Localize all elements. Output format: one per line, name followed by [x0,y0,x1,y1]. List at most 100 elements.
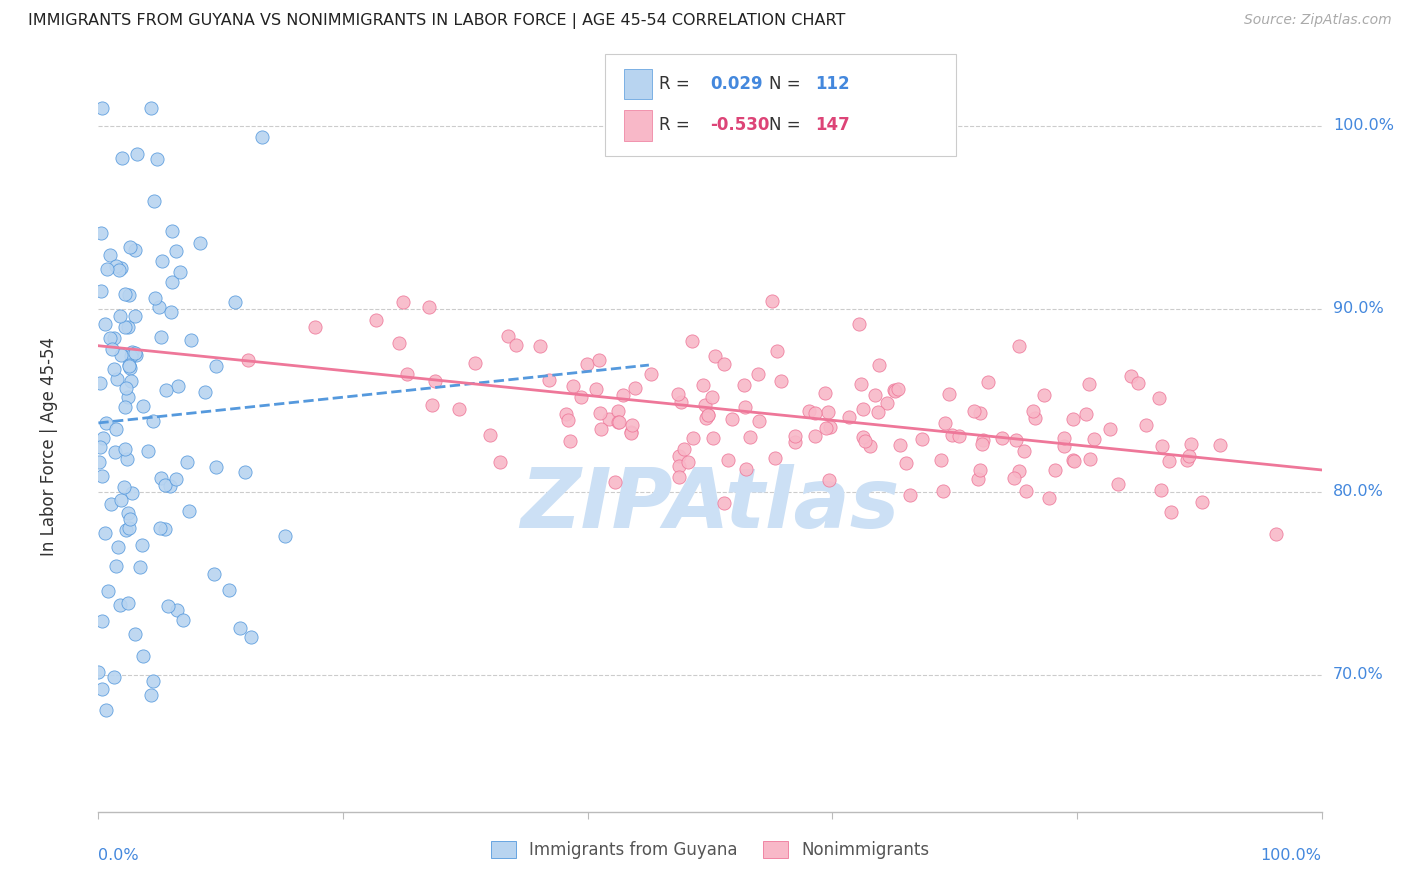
Point [678,455,700,469]
Point [96,703,118,717]
Point [529,338,551,352]
Point [94,416,117,430]
Point [104,422,127,436]
Point [620,417,643,432]
Point [1126,376,1149,391]
Point [1147,391,1170,405]
Point [127,146,149,161]
Point [1053,439,1076,453]
Point [938,387,960,401]
Point [763,450,786,465]
Point [640,368,662,382]
Text: 100.0%: 100.0% [1333,119,1393,134]
Text: 0.029: 0.029 [710,75,762,93]
Point [738,430,761,444]
Point [1062,453,1084,467]
Point [150,471,173,485]
Point [91,101,114,115]
Point [117,319,139,334]
Point [876,396,898,410]
Point [224,295,246,310]
Point [114,442,136,457]
Point [588,406,610,420]
Point [560,434,582,449]
Point [605,475,627,490]
Point [668,449,690,463]
Point [668,459,690,474]
Point [818,419,841,434]
Point [117,596,139,610]
Point [589,422,612,436]
Point [624,381,647,395]
Point [765,344,787,359]
Point [848,318,870,332]
Point [131,538,153,552]
Point [883,384,905,398]
Point [894,456,917,470]
Point [1052,431,1074,445]
Point [143,194,166,208]
Point [90,681,112,696]
Point [108,310,131,324]
Point [889,438,911,452]
Point [169,265,191,279]
Point [149,330,172,344]
Point [160,224,183,238]
Point [304,319,326,334]
Point [804,429,827,443]
Point [100,497,122,511]
Point [620,425,643,439]
Point [721,412,744,426]
Legend: Immigrants from Guyana, Nonimmigrants: Immigrants from Guyana, Nonimmigrants [484,834,936,865]
Point [695,411,717,425]
Point [969,463,991,477]
Point [941,427,963,442]
Point [748,414,770,428]
Point [852,430,875,444]
Point [165,244,187,258]
Point [190,235,212,250]
Point [865,388,887,402]
Text: 90.0%: 90.0% [1333,301,1384,317]
Point [118,359,141,373]
Point [505,338,527,352]
Point [713,495,735,509]
Point [157,599,180,613]
Point [108,598,131,612]
Point [87,665,110,679]
Point [425,375,447,389]
Point [1178,449,1201,463]
Point [1012,444,1035,458]
Point [117,390,139,404]
Point [252,130,274,145]
Text: N =: N = [769,75,800,93]
Point [598,412,620,426]
Point [783,435,806,450]
Point [110,261,132,276]
Point [124,346,146,360]
Point [96,261,118,276]
Point [139,688,162,702]
Point [804,406,827,420]
Text: N =: N = [769,117,800,135]
Text: 70.0%: 70.0% [1333,667,1384,682]
Point [1062,412,1084,426]
Point [669,395,692,409]
Text: 147: 147 [815,117,851,135]
Point [89,376,111,390]
Point [1008,464,1031,478]
Point [607,403,630,417]
Point [969,406,991,420]
Point [115,452,138,467]
Point [239,630,262,644]
Point [103,362,125,376]
Text: 100.0%: 100.0% [1261,848,1322,863]
Point [114,287,136,301]
Point [105,559,128,574]
Point [1038,491,1060,505]
Point [1074,408,1097,422]
Point [395,367,418,381]
Point [498,328,520,343]
Point [159,478,181,492]
Point [90,284,112,298]
